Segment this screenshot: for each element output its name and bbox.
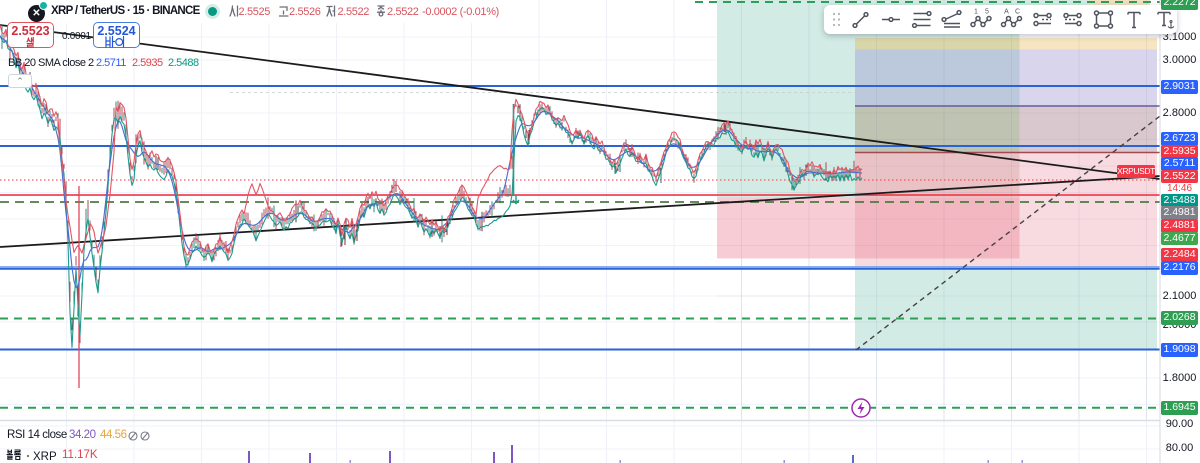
svg-text:C: C xyxy=(1015,9,1020,16)
svg-text:A: A xyxy=(1004,9,1009,16)
svg-text:1: 1 xyxy=(974,9,978,16)
svg-text:5: 5 xyxy=(985,9,989,16)
svg-text:XRP: XRP xyxy=(33,451,57,463)
